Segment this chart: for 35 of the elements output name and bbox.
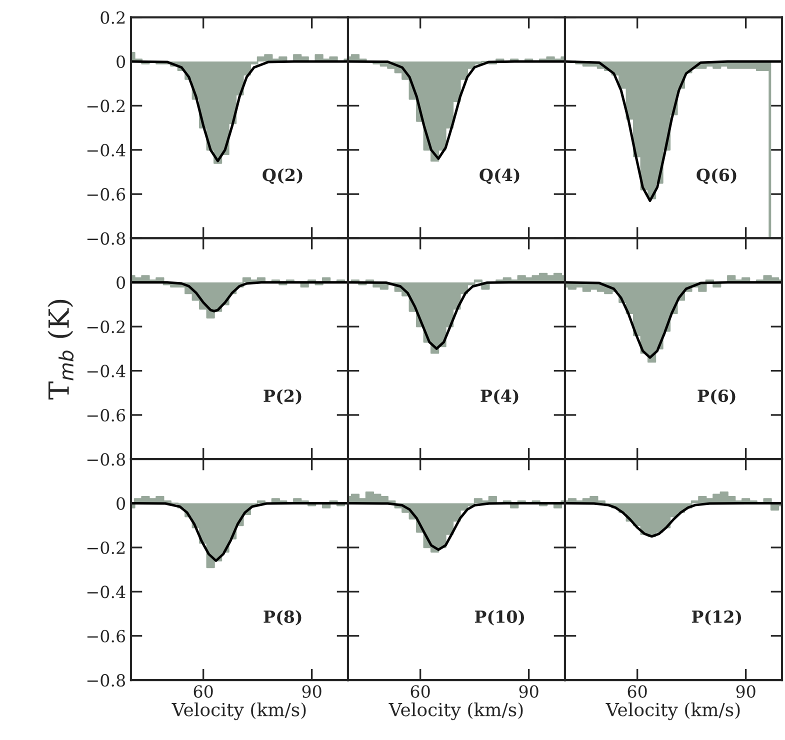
y-tick-label: −0.2 [87,100,125,112]
x-tick-label: 60 [410,685,430,698]
y-tick-label: −0.2 [87,320,125,334]
y-tick-label: −0.6 [87,408,126,422]
annotation: P(10) [474,610,524,626]
annotation: Q(2) [262,168,302,184]
y-tick-label: −0.8 [87,232,126,245]
y-tick-label: −0.8 [87,674,126,687]
y-tick-label: −0.8 [87,453,126,466]
x-axis-title: Velocity (km/s) [172,702,306,720]
y-tick-label: −0.4 [87,144,126,156]
y-tick-label: 0.2 [100,11,125,24]
annotation: P(8) [264,610,302,626]
annotation: P(2) [264,389,302,404]
x-tick-label: 90 [302,685,322,698]
x-tick-label: 60 [628,685,647,698]
y-tick-label: −0.4 [87,364,126,378]
x-axis-title: Velocity (km/s) [388,702,523,720]
x-tick-label: 90 [519,685,538,698]
x-axis-title: Velocity (km/s) [606,702,740,720]
y-tick-label: −0.2 [87,541,125,554]
y-tick-label: −0.6 [87,188,126,201]
x-tick-label: 60 [194,685,213,698]
y-tick-label: −0.4 [87,586,126,598]
annotation: Q(4) [480,168,520,184]
y-tick-label: 0 [116,497,126,510]
y-axis-title: T$_{mb}$ (K) [48,300,74,400]
x-tick-label: 90 [736,685,756,698]
y-tick-label: 0 [116,276,126,289]
annotation: P(4) [480,389,518,404]
annotation: P(6) [698,389,736,404]
y-tick-label: −0.6 [87,630,126,642]
annotation: Q(6) [696,168,736,184]
annotation: P(12) [692,610,742,626]
y-tick-label: 0 [116,55,126,68]
